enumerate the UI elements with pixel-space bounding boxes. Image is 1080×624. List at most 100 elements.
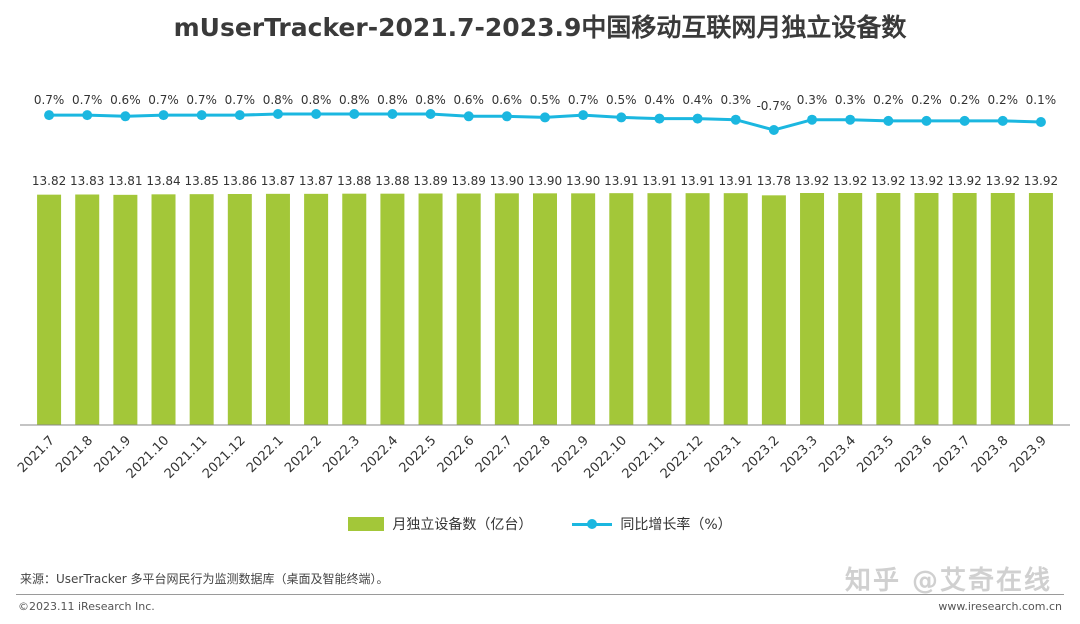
growth-value-label: 0.7% [568,93,599,107]
source-note: 来源：UserTracker 多平台网民行为监测数据库（桌面及智能终端）。 [20,572,389,586]
growth-point-2022.4 [387,109,398,119]
bar-2023.6 [914,193,939,425]
bar-value-label: 13.92 [986,174,1020,188]
growth-value-label: 0.2% [988,93,1019,107]
bar-2023.1 [723,193,748,425]
bar-value-label: 13.83 [70,174,104,188]
bar-value-label: 13.86 [223,174,257,188]
x-tick-label: 2022.12 [658,433,707,482]
growth-point-2021.8 [82,110,93,121]
bar-2021.12 [227,194,252,425]
bar-2023.7 [952,193,977,425]
x-tick-label: 2022.8 [511,433,554,476]
growth-value-label: 0.7% [72,93,103,107]
x-tick-label: 2023.7 [931,433,974,476]
x-tick-label: 2021.12 [200,433,249,482]
growth-value-label: 0.3% [797,93,828,107]
growth-point-2021.11 [196,110,207,121]
growth-point-2022.11 [654,113,665,124]
bar-2023.8 [990,193,1015,425]
x-tick-label: 2022.1 [244,433,287,476]
x-tick-label: 2022.7 [473,433,516,476]
bar-value-label: 13.92 [947,174,981,188]
growth-value-label: 0.8% [263,93,294,107]
growth-value-label: 0.4% [644,93,675,107]
growth-point-2022.3 [349,109,360,119]
copyright: ©2023.11 iResearch Inc. [18,600,155,613]
x-tick-label: 2023.6 [893,433,936,476]
bar-2023.3 [800,193,825,425]
x-tick-label: 2021.7 [15,433,58,476]
bar-2022.4 [380,193,405,425]
growth-point-2023.4 [845,114,856,125]
bar-2021.7 [37,194,62,425]
growth-value-label: 0.6% [110,93,141,107]
x-tick-label: 2022.5 [397,433,440,476]
bar-2023.9 [1028,193,1053,425]
bar-2022.6 [456,193,481,425]
growth-point-2022.12 [692,113,703,124]
growth-point-2023.5 [883,115,894,126]
growth-value-label: 0.6% [492,93,523,107]
bar-2022.12 [685,193,710,425]
growth-point-2022.2 [311,109,322,119]
bar-value-label: 13.81 [108,174,142,188]
growth-point-2021.12 [234,110,245,121]
x-tick-label: 2022.6 [435,433,478,476]
growth-point-2021.7 [44,110,55,121]
bar-value-label: 13.90 [490,174,524,188]
growth-value-label: 0.1% [1026,93,1057,107]
x-tick-label: 2023.1 [702,433,745,476]
bar-value-label: 13.85 [184,174,218,188]
growth-point-2023.1 [730,114,741,125]
growth-point-2023.2 [768,125,779,135]
bar-value-label: 13.87 [299,174,333,188]
bar-value-label: 13.90 [528,174,562,188]
bar-value-label: 13.92 [871,174,905,188]
bar-value-label: 13.91 [719,174,753,188]
website-link[interactable]: www.iresearch.com.cn [938,600,1062,613]
bar-value-label: 13.92 [833,174,867,188]
x-tick-label: 2023.2 [740,433,783,476]
bar-2021.8 [75,194,100,425]
x-tick-label: 2023.8 [969,433,1012,476]
x-tick-label: 2023.5 [854,433,897,476]
bar-value-label: 13.91 [604,174,638,188]
growth-value-label: 0.7% [34,93,65,107]
bar-value-label: 13.92 [1024,174,1058,188]
bar-value-label: 13.82 [32,174,66,188]
growth-point-2022.6 [463,111,474,122]
footer-divider [16,594,1064,595]
growth-value-label: 0.7% [225,93,256,107]
growth-point-2021.9 [120,111,131,122]
growth-value-label: 0.2% [911,93,942,107]
growth-value-label: 0.8% [301,93,332,107]
watermark: 知乎 @艾奇在线 [844,566,1052,596]
chart-title: mUserTracker-2021.7-2023.9中国移动互联网月独立设备数 [173,13,907,42]
bar-2021.9 [113,194,138,425]
growth-value-label: 0.4% [682,93,713,107]
growth-value-label: 0.5% [606,93,637,107]
bar-value-label: 13.91 [642,174,676,188]
growth-point-2023.9 [1035,117,1046,127]
bar-value-label: 13.91 [680,174,714,188]
growth-point-2022.8 [540,112,550,123]
bar-2022.10 [609,193,634,425]
bar-2022.1 [265,193,290,425]
growth-point-2022.1 [272,109,283,119]
bar-2021.11 [189,194,214,425]
growth-value-label: -0.7% [756,99,791,113]
legend: 月独立设备数（亿台） 同比增长率（%） [0,514,1080,534]
bar-value-label: 13.84 [146,174,180,188]
growth-point-2022.5 [425,109,436,119]
growth-value-label: 0.2% [873,93,904,107]
legend-line-label: 同比增长率（%） [620,517,732,533]
legend-bar-swatch [348,517,385,531]
bar-value-label: 13.89 [413,174,447,188]
bar-2023.5 [876,193,901,425]
growth-point-2021.10 [158,110,169,121]
bar-value-label: 13.88 [375,174,409,188]
bar-value-label: 13.92 [795,174,829,188]
bar-2023.2 [761,195,786,425]
bar-value-label: 13.87 [261,174,295,188]
